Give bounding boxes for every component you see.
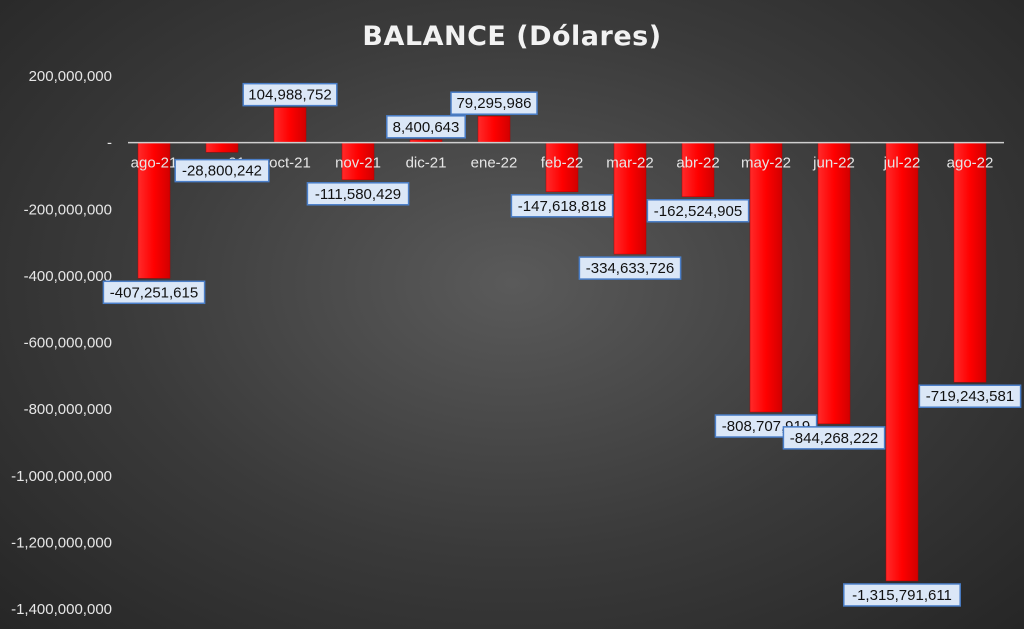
svg-text:104,988,752: 104,988,752: [248, 87, 331, 104]
svg-text:-719,243,581: -719,243,581: [926, 388, 1014, 405]
bar-jul-22: [885, 142, 919, 582]
bar-ene-22: [477, 115, 511, 143]
svg-text:-407,251,615: -407,251,615: [110, 284, 198, 301]
bar-ago-21: [137, 142, 171, 279]
y-tick-label: 200,000,000: [29, 68, 112, 85]
svg-text:-162,524,905: -162,524,905: [654, 203, 742, 220]
y-tick-label: -: [107, 135, 112, 152]
data-label: -1,315,791,611: [843, 583, 961, 607]
data-label: -334,633,726: [578, 256, 682, 280]
svg-text:-28,800,242: -28,800,242: [182, 163, 262, 180]
x-tick-label: ene-22: [471, 155, 518, 172]
x-tick-label: mar-22: [606, 155, 654, 172]
svg-text:79,295,986: 79,295,986: [456, 95, 531, 112]
y-axis: 200,000,000 - -200,000,000 -400,000,000 -600…: [11, 68, 112, 618]
bar-sep-21: [205, 142, 239, 153]
data-label: -147,618,818: [510, 194, 614, 218]
data-label: -407,251,615: [102, 280, 206, 305]
data-label: -162,524,905: [646, 199, 750, 223]
y-tick-label: -400,000,000: [24, 268, 112, 285]
chart-title: BALANCE (Dólares): [362, 21, 661, 52]
x-tick-label: ago-21: [131, 155, 178, 172]
x-tick-label: abr-22: [676, 155, 719, 172]
data-label: 8,400,643: [386, 115, 466, 139]
bar-nov-21: [341, 142, 375, 181]
y-tick-label: -1,200,000,000: [11, 534, 112, 551]
svg-text:-111,580,429: -111,580,429: [315, 186, 401, 203]
x-tick-label: nov-21: [335, 155, 381, 172]
data-label: 104,988,752: [242, 82, 338, 107]
svg-text:-334,633,726: -334,633,726: [586, 260, 674, 277]
data-label: 79,295,986: [450, 91, 538, 115]
y-tick-label: -600,000,000: [24, 335, 112, 352]
bar-series: [137, 107, 987, 582]
bar-oct-21: [273, 107, 307, 143]
y-tick-label: -200,000,000: [24, 201, 112, 218]
svg-text:-1,315,791,611: -1,315,791,611: [852, 587, 952, 604]
svg-text:-147,618,818: -147,618,818: [518, 198, 606, 215]
svg-text:8,400,643: 8,400,643: [393, 119, 460, 136]
x-tick-label: ago-22: [947, 155, 994, 172]
data-label: -111,580,429: [306, 182, 410, 206]
data-label: -719,243,581: [918, 384, 1022, 408]
x-tick-label: dic-21: [406, 155, 447, 172]
bar-may-22: [749, 142, 783, 413]
y-tick-label: -1,000,000,000: [11, 468, 112, 485]
bar-ago-22: [953, 142, 987, 383]
x-axis: ago-21sep-21oct-21nov-21dic-21ene-22feb-…: [131, 155, 994, 172]
x-tick-label: feb-22: [541, 155, 584, 172]
x-tick-label: jul-22: [883, 155, 921, 172]
bar-abr-22: [681, 142, 715, 198]
x-tick-label: oct-21: [269, 155, 311, 172]
data-label: -28,800,242: [174, 158, 270, 183]
y-tick-label: -1,400,000,000: [11, 601, 112, 618]
svg-text:-844,268,222: -844,268,222: [790, 430, 878, 447]
data-label: -844,268,222: [782, 426, 886, 450]
x-tick-label: may-22: [741, 155, 791, 172]
bar-jun-22: [817, 142, 851, 425]
y-tick-label: -800,000,000: [24, 401, 112, 418]
data-labels: -407,251,615 -28,800,242 104,988,752 -111,5…: [102, 82, 1022, 607]
x-tick-label: jun-22: [812, 155, 855, 172]
